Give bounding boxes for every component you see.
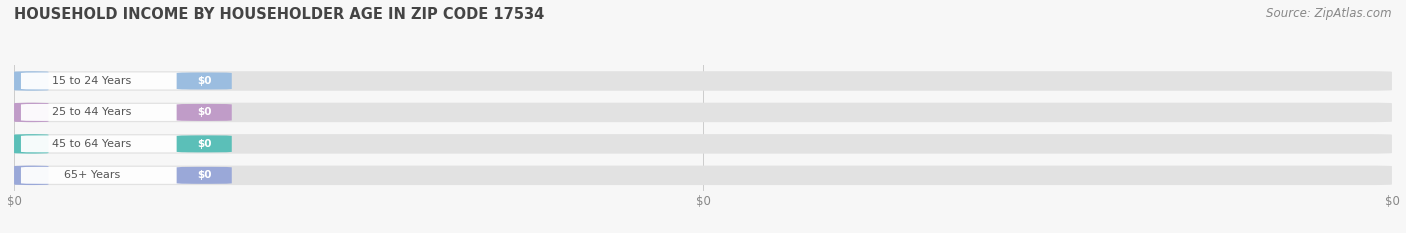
- FancyBboxPatch shape: [21, 167, 190, 184]
- FancyBboxPatch shape: [177, 104, 232, 121]
- FancyBboxPatch shape: [14, 71, 48, 91]
- FancyBboxPatch shape: [14, 103, 1392, 122]
- FancyBboxPatch shape: [177, 135, 232, 152]
- FancyBboxPatch shape: [14, 166, 1392, 185]
- Text: 15 to 24 Years: 15 to 24 Years: [52, 76, 132, 86]
- Text: $0: $0: [197, 139, 211, 149]
- FancyBboxPatch shape: [14, 103, 48, 122]
- FancyBboxPatch shape: [21, 72, 190, 89]
- FancyBboxPatch shape: [14, 71, 1392, 91]
- FancyBboxPatch shape: [177, 167, 232, 184]
- FancyBboxPatch shape: [21, 135, 190, 152]
- FancyBboxPatch shape: [14, 134, 48, 154]
- Text: $0: $0: [197, 170, 211, 180]
- FancyBboxPatch shape: [177, 72, 232, 89]
- Text: $0: $0: [197, 76, 211, 86]
- FancyBboxPatch shape: [21, 104, 190, 121]
- FancyBboxPatch shape: [14, 134, 1392, 154]
- Text: HOUSEHOLD INCOME BY HOUSEHOLDER AGE IN ZIP CODE 17534: HOUSEHOLD INCOME BY HOUSEHOLDER AGE IN Z…: [14, 7, 544, 22]
- Text: $0: $0: [197, 107, 211, 117]
- Text: 65+ Years: 65+ Years: [63, 170, 120, 180]
- Text: 45 to 64 Years: 45 to 64 Years: [52, 139, 132, 149]
- Text: 25 to 44 Years: 25 to 44 Years: [52, 107, 132, 117]
- FancyBboxPatch shape: [14, 166, 48, 185]
- Text: Source: ZipAtlas.com: Source: ZipAtlas.com: [1267, 7, 1392, 20]
